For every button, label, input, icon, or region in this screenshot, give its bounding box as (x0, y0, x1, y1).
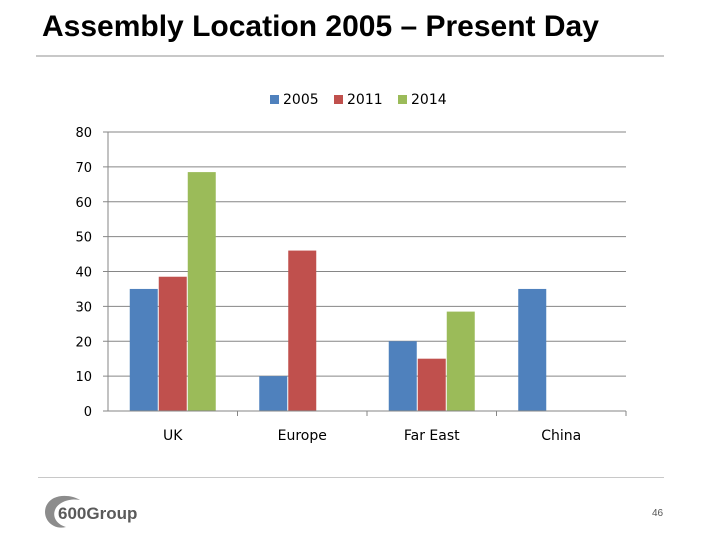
bar-far-east-2011 (417, 358, 446, 411)
y-tick-label: 40 (75, 266, 92, 281)
y-tick-label: 70 (75, 161, 92, 176)
y-tick-label: 20 (75, 335, 92, 350)
legend-swatch-2014 (398, 95, 407, 104)
y-tick-label: 50 (75, 231, 92, 246)
legend: 2005 2011 2014 (270, 92, 447, 108)
footer-divider (38, 477, 664, 478)
x-tick-label: Far East (404, 428, 460, 444)
y-tick-label: 80 (75, 126, 92, 141)
y-tick-label: 0 (84, 405, 92, 420)
bar-china-2005 (518, 288, 547, 411)
bar-uk-2011 (158, 276, 187, 411)
legend-swatch-2005 (270, 95, 279, 104)
axes: 0 10 20 30 40 50 60 70 80 UK Europe Far East China (75, 126, 627, 444)
legend-label-2005: 2005 (283, 92, 319, 108)
bar-uk-2005 (129, 288, 158, 411)
legend-swatch-2011 (334, 95, 343, 104)
bars (129, 172, 547, 411)
legend-label-2014: 2014 (411, 92, 447, 108)
bar-chart: 0 10 20 30 40 50 60 70 80 UK Europe Far East China 2… (75, 92, 627, 444)
bar-far-east-2005 (388, 341, 417, 411)
title-divider (36, 55, 664, 57)
logo-text: 600Group (58, 504, 137, 523)
bar-uk-2014 (187, 172, 216, 411)
x-tick-label: Europe (278, 428, 327, 444)
legend-label-2011: 2011 (347, 92, 383, 108)
bar-far-east-2014 (446, 311, 475, 411)
x-tick-label: UK (163, 428, 183, 444)
y-tick-label: 30 (75, 300, 92, 315)
bar-europe-2011 (288, 250, 317, 411)
page-number: 46 (652, 508, 664, 519)
bar-europe-2005 (259, 376, 288, 411)
y-tick-label: 10 (75, 370, 92, 385)
600group-logo: 600Group (45, 495, 137, 528)
x-tick-label: China (541, 428, 581, 444)
y-tick-label: 60 (75, 196, 92, 211)
slide-title: Assembly Location 2005 – Present Day (42, 10, 599, 43)
